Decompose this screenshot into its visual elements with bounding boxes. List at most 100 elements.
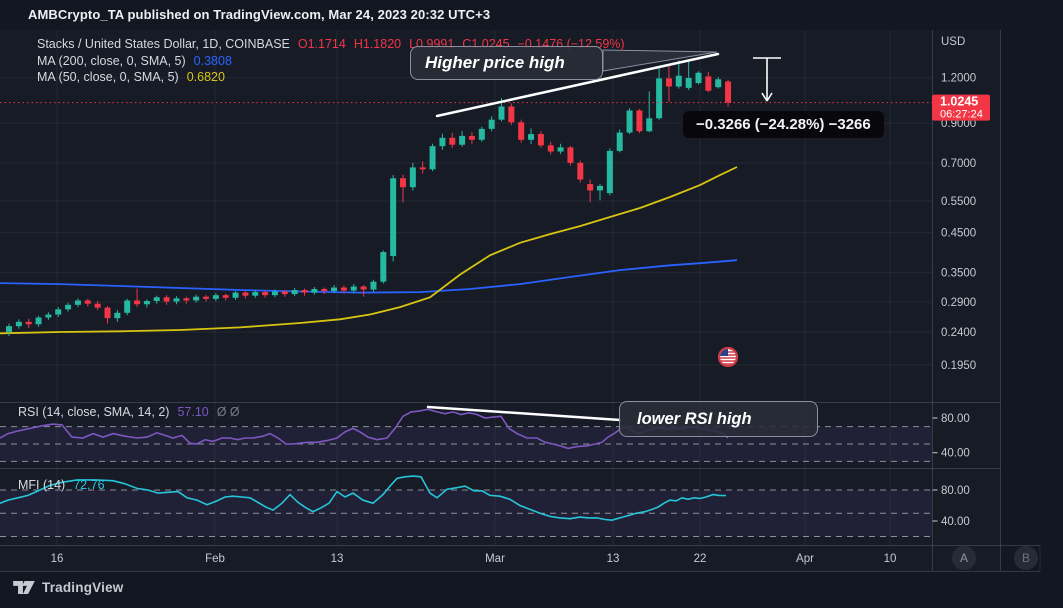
candle-body: [242, 292, 249, 296]
ma50-line[interactable]: [0, 166, 738, 335]
candle-body: [350, 286, 357, 291]
candle-body: [6, 326, 12, 332]
candle-body: [153, 297, 160, 301]
drawings-layer[interactable]: [426, 49, 781, 422]
time-tick-label: Feb: [205, 553, 225, 565]
candle-body: [291, 290, 298, 295]
time-tick-label: Mar: [485, 553, 505, 565]
candle-body: [685, 77, 692, 88]
candle-body: [449, 137, 456, 145]
avatar-a-button[interactable]: A: [952, 546, 976, 570]
ma200-line[interactable]: [0, 259, 738, 294]
rsi-callout-text: lower RSI high: [637, 409, 752, 428]
avatar-b-button[interactable]: B: [1014, 546, 1038, 570]
candle-body: [468, 135, 475, 140]
candle-body: [222, 295, 229, 298]
candle-body: [675, 75, 682, 87]
header-attribution: AMBCrypto_TA published on TradingView.co…: [0, 0, 1063, 30]
ma200-label: MA (200, close, 0, SMA, 5): [37, 54, 186, 68]
ma50-legend[interactable]: MA (50, close, 0, SMA, 5) 0.6820: [37, 70, 233, 84]
candle-body: [301, 290, 308, 293]
candle-body: [390, 178, 397, 257]
indicator-bands: [0, 426, 932, 537]
ma50-label: MA (50, close, 0, SMA, 5): [37, 70, 179, 84]
mfi-value: 72.76: [73, 478, 105, 492]
candle-body: [55, 309, 62, 315]
time-scale[interactable]: 16 Feb 13 Mar 13 22 Apr 10: [51, 553, 897, 565]
candle-body: [419, 167, 426, 170]
candle-body: [331, 287, 338, 292]
price-callout[interactable]: Higher price high: [410, 46, 603, 80]
candle-body: [281, 291, 288, 295]
candle-body: [429, 146, 436, 170]
candle-body: [547, 145, 554, 152]
rsi-tick-label: 40.00: [941, 448, 970, 460]
footer-brand[interactable]: TradingView: [13, 576, 123, 598]
candle-body: [134, 300, 141, 305]
rsi-legend[interactable]: RSI (14, close, SMA, 14, 2) 57.10 Ø Ø: [18, 405, 248, 419]
price-tick-label: 0.5500: [941, 196, 976, 208]
pane-separators: [0, 30, 1041, 572]
candle-body: [360, 286, 367, 290]
mfi-legend[interactable]: MFI (14) 72.76: [18, 478, 113, 492]
candle-body: [400, 178, 406, 188]
candle-body: [84, 300, 91, 304]
candle-body: [311, 289, 318, 293]
rsi-callout[interactable]: lower RSI high: [619, 401, 818, 437]
candle-body: [163, 297, 170, 302]
candle-body: [104, 307, 111, 319]
candle-body: [271, 291, 278, 296]
price-tick-label: 0.1950: [941, 360, 976, 372]
candle-body: [203, 296, 209, 299]
candle-body: [183, 298, 190, 301]
candle-body: [94, 303, 101, 308]
candle-body: [439, 137, 446, 147]
ma50-value: 0.6820: [186, 70, 225, 84]
price-scale[interactable]: USD 1.2000 0.9000 0.7000 0.5500 0.4500 0.3500 0…: [932, 36, 977, 528]
mfi-line[interactable]: [0, 475, 727, 522]
mfi-tick-label: 40.00: [941, 516, 970, 528]
tradingview-wordmark: TradingView: [42, 579, 124, 595]
candle-body: [124, 300, 131, 313]
ma200-value: 0.3808: [193, 54, 232, 68]
candle-body: [646, 118, 653, 132]
candle-body: [35, 317, 42, 325]
candle-body: [616, 132, 623, 151]
candle-body: [498, 106, 505, 120]
candle-body: [488, 119, 495, 129]
price-tick-label: 0.2400: [941, 327, 976, 339]
currency-label: USD: [941, 36, 965, 48]
candle-body: [636, 110, 643, 132]
candle-body: [557, 147, 564, 152]
rsi-tick-label: 80.00: [941, 413, 970, 425]
candle-body: [537, 134, 544, 146]
candle-body: [193, 296, 200, 301]
price-tick-label: 0.4500: [941, 228, 976, 240]
time-tick-label: 13: [607, 553, 620, 565]
measure-arrowhead: [761, 92, 768, 102]
us-flag-icon[interactable]: [717, 346, 739, 368]
candle-body: [606, 150, 613, 194]
candle-body: [705, 76, 712, 91]
rsi-hidden-icons[interactable]: Ø Ø: [216, 405, 240, 419]
candle-body: [74, 300, 81, 305]
candle-body: [173, 298, 180, 302]
callout-pointer: [602, 49, 718, 72]
candle-body: [143, 300, 150, 305]
candle-body: [656, 78, 663, 119]
measure-tooltip: −0.3266 (−24.28%) −3266: [683, 111, 884, 138]
candle-body: [252, 292, 259, 296]
time-tick-label: 13: [331, 553, 344, 565]
mfi-tick-label: 80.00: [941, 485, 970, 497]
rsi-label: RSI (14, close, SMA, 14, 2): [18, 405, 170, 419]
candle-body: [370, 281, 377, 290]
candle-body: [45, 314, 52, 318]
rsi-value: 57.10: [177, 405, 209, 419]
ma200-legend[interactable]: MA (200, close, 0, SMA, 5) 0.3808: [37, 54, 240, 68]
candles-layer: [6, 60, 732, 336]
price-trendline: [435, 52, 720, 118]
price-tick-label: 0.9000: [941, 118, 976, 130]
